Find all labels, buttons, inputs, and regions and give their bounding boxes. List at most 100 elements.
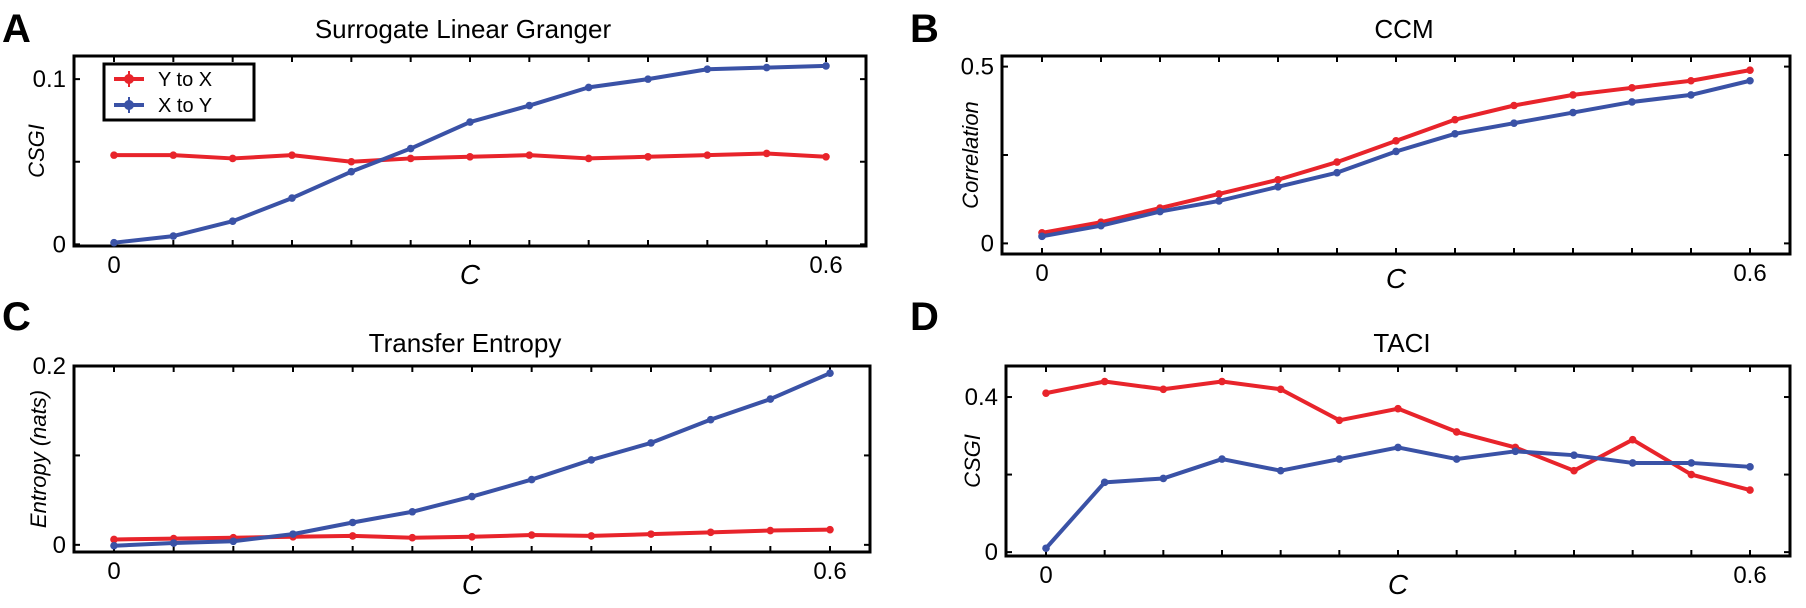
data-point-y-to-x — [822, 152, 830, 161]
data-point-y-to-x — [348, 532, 357, 540]
panel-letter: D — [910, 295, 939, 339]
legend-label-x-to-y: X to Y — [158, 95, 212, 117]
x-tick-label: 0.6 — [1733, 562, 1766, 589]
panel-letter: B — [910, 7, 939, 51]
data-point-y-to-x — [1394, 404, 1402, 413]
data-point-x-to-y — [706, 415, 715, 424]
data-point-x-to-y — [1746, 76, 1754, 85]
x-axis-label: C — [462, 569, 483, 600]
panel-a: A Surrogate Linear Granger 0 0.6 0 0.1 C CSGI Y … — [2, 7, 868, 290]
data-point-x-to-y — [468, 492, 476, 501]
data-point-x-to-y — [1215, 197, 1223, 205]
data-point-y-to-x — [584, 154, 593, 163]
data-point-x-to-y — [1097, 221, 1105, 230]
y-tick-label: 0.4 — [965, 384, 998, 411]
y-axis-label: Correlation — [958, 101, 983, 209]
data-point-y-to-x — [406, 154, 415, 163]
data-point-x-to-y — [229, 537, 238, 546]
data-point-y-to-x — [1510, 101, 1518, 110]
data-point-x-to-y — [766, 395, 775, 403]
data-point-y-to-x — [468, 532, 476, 541]
data-point-y-to-x — [826, 525, 834, 534]
panel-b: B CCM 0 0.6 0 0.5 C Correlation — [910, 7, 1792, 294]
y-tick-label: 0 — [985, 539, 998, 566]
data-point-y-to-x — [766, 526, 775, 535]
y-tick-label: 0.2 — [33, 353, 66, 380]
data-point-x-to-y — [1746, 463, 1754, 471]
x-tick-label: 0 — [1035, 260, 1048, 287]
data-point-x-to-y — [1511, 447, 1520, 456]
y-axis-label: Entropy (nats) — [26, 390, 51, 528]
panel-letter: C — [2, 295, 31, 339]
data-point-y-to-x — [1218, 377, 1226, 386]
data-point-x-to-y — [1042, 544, 1050, 553]
data-point-x-to-y — [1569, 108, 1577, 117]
data-point-x-to-y — [408, 507, 417, 516]
data-point-y-to-x — [1746, 66, 1754, 74]
data-point-x-to-y — [587, 456, 596, 464]
data-point-x-to-y — [1451, 129, 1459, 138]
x-tick-label: 0 — [1039, 562, 1052, 589]
data-point-x-to-y — [169, 232, 178, 240]
data-point-y-to-x — [1215, 190, 1223, 198]
data-point-y-to-x — [110, 151, 118, 159]
data-point-y-to-x — [1687, 470, 1696, 479]
data-point-y-to-x — [1159, 385, 1168, 394]
data-point-x-to-y — [1274, 183, 1282, 191]
data-point-y-to-x — [527, 531, 536, 539]
data-point-x-to-y — [1100, 478, 1109, 487]
data-point-y-to-x — [1276, 385, 1285, 394]
data-point-y-to-x — [1451, 115, 1459, 124]
data-point-x-to-y — [644, 75, 652, 83]
data-point-y-to-x — [1628, 435, 1637, 444]
data-point-x-to-y — [762, 63, 771, 72]
data-point-y-to-x — [1333, 158, 1341, 166]
data-point-x-to-y — [289, 530, 297, 538]
data-point-x-to-y — [288, 194, 296, 202]
data-point-y-to-x — [1746, 486, 1754, 494]
data-point-x-to-y — [1038, 232, 1046, 241]
data-point-y-to-x — [1569, 91, 1577, 99]
y-axis-label: CSGI — [24, 124, 49, 178]
data-point-y-to-x — [703, 151, 712, 159]
data-point-x-to-y — [1452, 455, 1461, 463]
x-tick-label: 0.6 — [1733, 260, 1766, 287]
x-tick-label: 0.6 — [813, 558, 846, 585]
data-point-x-to-y — [1628, 459, 1637, 467]
data-point-x-to-y — [228, 217, 237, 226]
data-point-y-to-x — [587, 532, 596, 540]
data-point-x-to-y — [703, 65, 712, 74]
x-axis-label: C — [1388, 569, 1409, 600]
data-point-x-to-y — [1687, 459, 1696, 467]
data-point-x-to-y — [647, 439, 655, 447]
data-point-x-to-y — [584, 83, 593, 92]
series-line-x-to-y — [1041, 78, 1751, 239]
x-tick-label: 0 — [107, 558, 120, 585]
chart-title: Surrogate Linear Granger — [315, 14, 612, 44]
data-point-x-to-y — [347, 167, 356, 176]
data-point-x-to-y — [1687, 91, 1695, 99]
data-point-y-to-x — [347, 157, 356, 166]
data-point-x-to-y — [1156, 207, 1164, 216]
y-tick-label: 0 — [53, 231, 66, 258]
data-point-x-to-y — [1159, 474, 1168, 483]
data-point-y-to-x — [288, 151, 296, 159]
data-point-y-to-x — [1687, 76, 1695, 85]
data-point-y-to-x — [408, 533, 417, 542]
data-point-x-to-y — [110, 541, 118, 550]
data-point-x-to-y — [1333, 168, 1341, 177]
data-point-y-to-x — [1274, 175, 1282, 184]
chart-title: CCM — [1374, 14, 1433, 44]
chart-title: TACI — [1373, 328, 1430, 358]
data-point-x-to-y — [406, 144, 415, 153]
data-point-y-to-x — [1570, 466, 1578, 475]
data-point-y-to-x — [1392, 137, 1400, 145]
data-point-y-to-x — [228, 154, 237, 163]
y-axis-label: CSGI — [960, 434, 985, 488]
data-point-x-to-y — [1628, 98, 1636, 106]
x-tick-label: 0 — [107, 252, 120, 279]
y-tick-label: 0 — [981, 230, 994, 257]
data-point-y-to-x — [706, 528, 715, 537]
panel-d: D TACI 0 0.6 0 0.4 C CSGI — [910, 295, 1792, 600]
data-point-x-to-y — [1570, 451, 1578, 459]
